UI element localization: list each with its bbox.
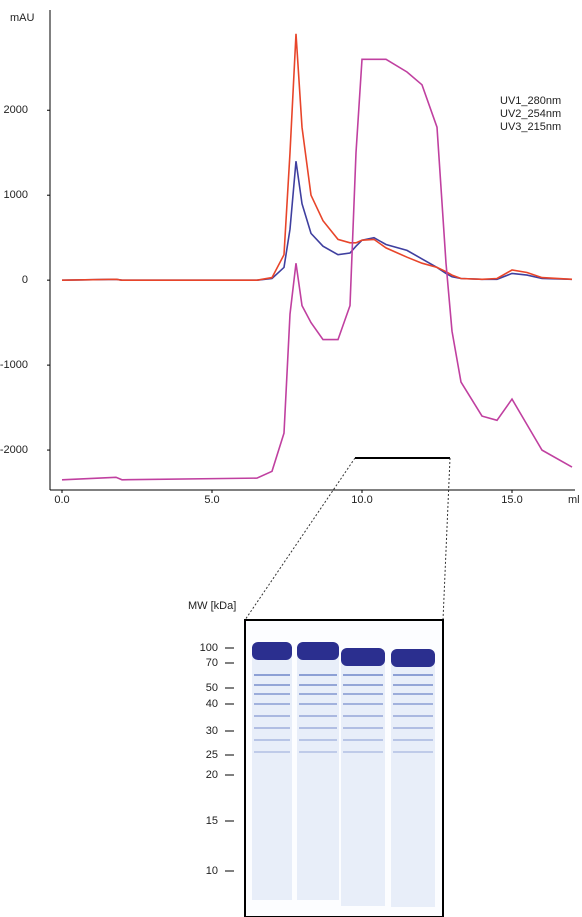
mw-marker-label: 10 — [206, 865, 218, 877]
x-tick-label: 10.0 — [351, 494, 372, 506]
mw-marker-label: 15 — [206, 815, 218, 827]
lane-smear — [297, 650, 339, 900]
y-tick-label: 2000 — [4, 104, 28, 116]
lane-blob — [252, 642, 292, 660]
zoom-line — [245, 458, 355, 620]
zoom-line — [443, 458, 450, 620]
series-line — [62, 161, 572, 280]
legend-label: UV3_215nm — [500, 121, 561, 133]
legend-label: UV1_280nm — [500, 95, 561, 107]
y-tick-label: 0 — [22, 274, 28, 286]
mw-marker-label: 70 — [206, 657, 218, 669]
y-tick-label: 1000 — [4, 189, 28, 201]
legend-label: UV2_254nm — [500, 108, 561, 120]
mw-marker-label: 25 — [206, 749, 218, 761]
x-tick-label: 5.0 — [204, 494, 219, 506]
lane-blob — [391, 649, 435, 667]
series-line — [62, 59, 572, 480]
gel-title: MW [kDa] — [188, 600, 236, 612]
series-line — [62, 34, 572, 280]
y-axis-label: mAU — [10, 12, 35, 24]
x-tick-label: 15.0 — [501, 494, 522, 506]
x-axis-label: ml — [568, 494, 580, 506]
mw-marker-label: 50 — [206, 682, 218, 694]
lane-blob — [341, 648, 385, 666]
lane-smear — [252, 650, 292, 900]
mw-marker-label: 40 — [206, 698, 218, 710]
mw-marker-label: 100 — [200, 642, 218, 654]
figure: mAU ml MW [kDa] 100 70 50 40 30 25 20 15 10 -200… — [0, 0, 582, 917]
lane-blob — [297, 642, 339, 660]
y-tick-label: -2000 — [0, 444, 28, 456]
mw-marker-label: 30 — [206, 725, 218, 737]
gel-lanes: 100 70 50 40 30 25 20 15 10 — [200, 642, 435, 907]
x-tick-label: 0.0 — [54, 494, 69, 506]
y-tick-label: -1000 — [0, 359, 28, 371]
mw-marker-label: 20 — [206, 769, 218, 781]
